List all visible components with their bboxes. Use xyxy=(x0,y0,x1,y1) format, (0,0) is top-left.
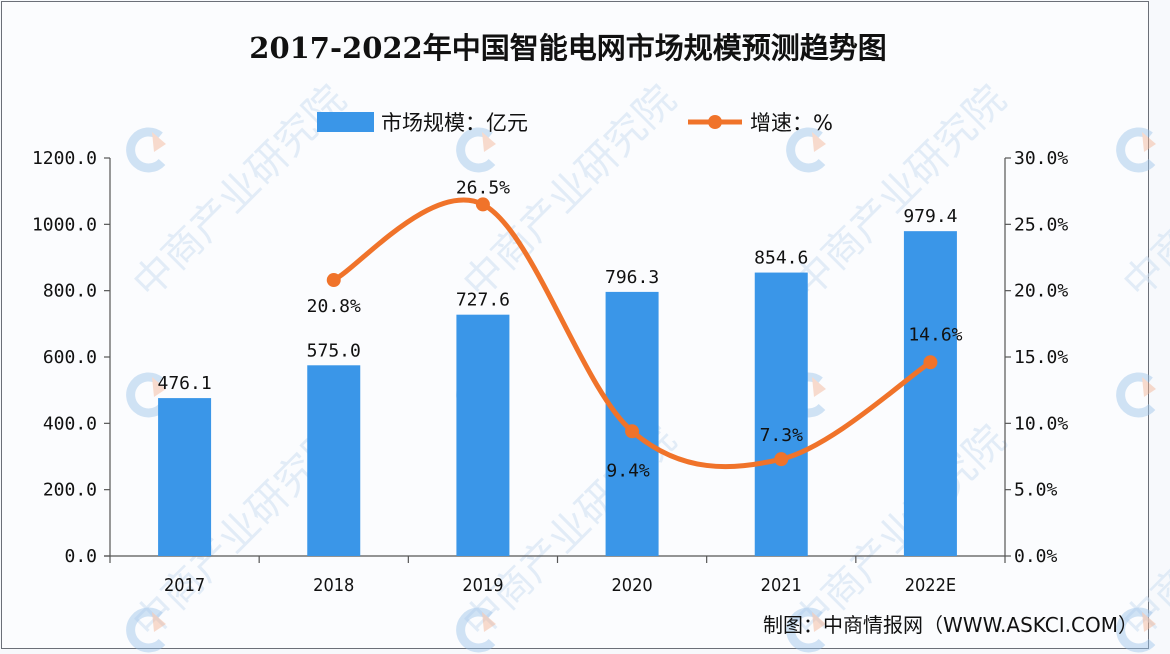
watermark-logo-icon xyxy=(126,372,166,418)
watermark-logo-arc xyxy=(126,127,166,173)
source-note: 制图：中商情报网（WWW.ASKCI.COM） xyxy=(763,613,1138,637)
right-tick-label: 15.0% xyxy=(1014,347,1068,368)
watermark-logo-icon xyxy=(456,127,496,173)
bar-series xyxy=(158,231,957,557)
right-tick-label: 25.0% xyxy=(1014,214,1068,235)
watermark-logo-arc xyxy=(1116,372,1156,418)
left-tick-label: 600.0 xyxy=(43,347,97,368)
bar-2019 xyxy=(456,314,510,556)
bar-value-label: 727.6 xyxy=(456,290,510,311)
growth-point-2021 xyxy=(774,452,789,467)
watermark-logo-icon xyxy=(126,127,166,173)
watermark-logo-arc xyxy=(1116,127,1156,173)
legend-line-label: 增速：% xyxy=(750,111,833,135)
growth-data-labels: 20.8% 26.5% 9.4% 7.3% 14.6% xyxy=(307,177,963,481)
x-category-label: 2022E xyxy=(905,575,956,596)
x-category-label: 2019 xyxy=(462,575,503,596)
x-category-label: 2018 xyxy=(313,575,354,596)
watermark-logo-icon xyxy=(1116,607,1156,653)
watermark-logo-arc xyxy=(126,372,166,418)
left-tick-label: 200.0 xyxy=(43,480,97,501)
watermark-logo-wedge xyxy=(152,377,166,397)
watermark-logo-arc xyxy=(126,607,166,653)
right-tick-label: 30.0% xyxy=(1014,148,1068,169)
bar-value-label: 796.3 xyxy=(605,267,659,288)
legend-line-marker xyxy=(708,115,722,129)
left-axis-ticks: 0.0 200.0 400.0 600.0 800.0 1000.0 1200.0 xyxy=(32,148,110,567)
bar-2018 xyxy=(307,365,361,556)
watermark-logo-icon xyxy=(126,607,166,653)
watermark-logo-wedge xyxy=(812,132,826,152)
growth-value-label: 26.5% xyxy=(456,177,510,198)
right-tick-label: 20.0% xyxy=(1014,281,1068,302)
bar-value-label: 575.0 xyxy=(307,340,361,361)
watermark-logo-wedge xyxy=(1142,132,1156,152)
watermark-logo-icon xyxy=(1116,127,1156,173)
left-tick-label: 1200.0 xyxy=(32,148,97,169)
growth-value-label: 20.8% xyxy=(307,296,361,317)
right-tick-label: 0.0% xyxy=(1014,546,1058,567)
watermark-logo-wedge xyxy=(152,612,166,632)
bar-2017 xyxy=(158,398,212,556)
right-tick-label: 5.0% xyxy=(1014,480,1058,501)
watermark: 中商产业研究院 xyxy=(125,77,356,308)
bar-2020 xyxy=(605,291,659,556)
growth-point-2022E xyxy=(923,355,938,370)
watermark-logo-arc xyxy=(456,127,496,173)
legend: 市场规模：亿元 增速：% xyxy=(317,111,833,135)
right-tick-label: 10.0% xyxy=(1014,413,1068,434)
bar-data-labels: 476.1 575.0 727.6 796.3 854.6 979.4 xyxy=(157,206,957,394)
growth-line-series xyxy=(326,197,938,470)
x-axis-ticks: 2017 2018 2019 2020 2021 2022E xyxy=(109,556,1006,596)
watermark-logo-icon xyxy=(786,607,826,653)
growth-value-label: 9.4% xyxy=(606,460,650,481)
growth-line xyxy=(331,197,933,470)
left-tick-label: 400.0 xyxy=(43,413,97,434)
x-category-label: 2021 xyxy=(761,575,802,596)
legend-bar-label: 市场规模：亿元 xyxy=(381,111,528,135)
growth-point-2020 xyxy=(625,424,640,439)
bar-value-label: 979.4 xyxy=(903,206,957,227)
chart-title: 2017-2022年中国智能电网市场规模预测趋势图 xyxy=(249,31,886,65)
x-category-label: 2017 xyxy=(164,575,205,596)
watermark-logo-wedge xyxy=(482,132,496,152)
bar-2022E xyxy=(903,231,957,557)
watermark-logo-arc xyxy=(786,607,826,653)
watermark-logo-wedge xyxy=(152,132,166,152)
watermark-logo-wedge xyxy=(1142,377,1156,397)
x-category-label: 2020 xyxy=(611,575,652,596)
growth-point-2018 xyxy=(326,273,341,288)
bar-2021 xyxy=(754,272,808,556)
bar-value-label: 476.1 xyxy=(157,373,211,394)
left-tick-label: 1000.0 xyxy=(32,214,97,235)
bar-value-label: 854.6 xyxy=(754,248,808,269)
growth-value-label: 14.6% xyxy=(908,324,962,345)
watermark-logo-arc xyxy=(456,607,496,653)
watermark-text: 中商产业研究院 xyxy=(125,77,356,308)
left-tick-label: 0.0 xyxy=(64,546,97,567)
watermark-logo-arc xyxy=(1116,607,1156,653)
watermark-logo-wedge xyxy=(482,612,496,632)
watermark: 中商产业研究院 xyxy=(1115,77,1170,308)
watermark-logo-icon xyxy=(456,607,496,653)
growth-point-2019 xyxy=(475,197,490,212)
watermark-logo-wedge xyxy=(812,377,826,397)
right-axis-ticks: 0.0% 5.0% 10.0% 15.0% 20.0% 25.0% 30.0% xyxy=(1005,148,1068,567)
watermark-text: 中商产业研究院 xyxy=(1115,77,1170,308)
watermark-logo-icon xyxy=(786,127,826,173)
growth-value-label: 7.3% xyxy=(760,425,804,446)
watermark-logo-wedge xyxy=(1142,612,1156,632)
watermark-logo-arc xyxy=(786,127,826,173)
watermark-logo-wedge xyxy=(812,612,826,632)
legend-bar-swatch xyxy=(317,112,374,132)
watermark-logo-icon xyxy=(1116,372,1156,418)
left-tick-label: 800.0 xyxy=(43,281,97,302)
